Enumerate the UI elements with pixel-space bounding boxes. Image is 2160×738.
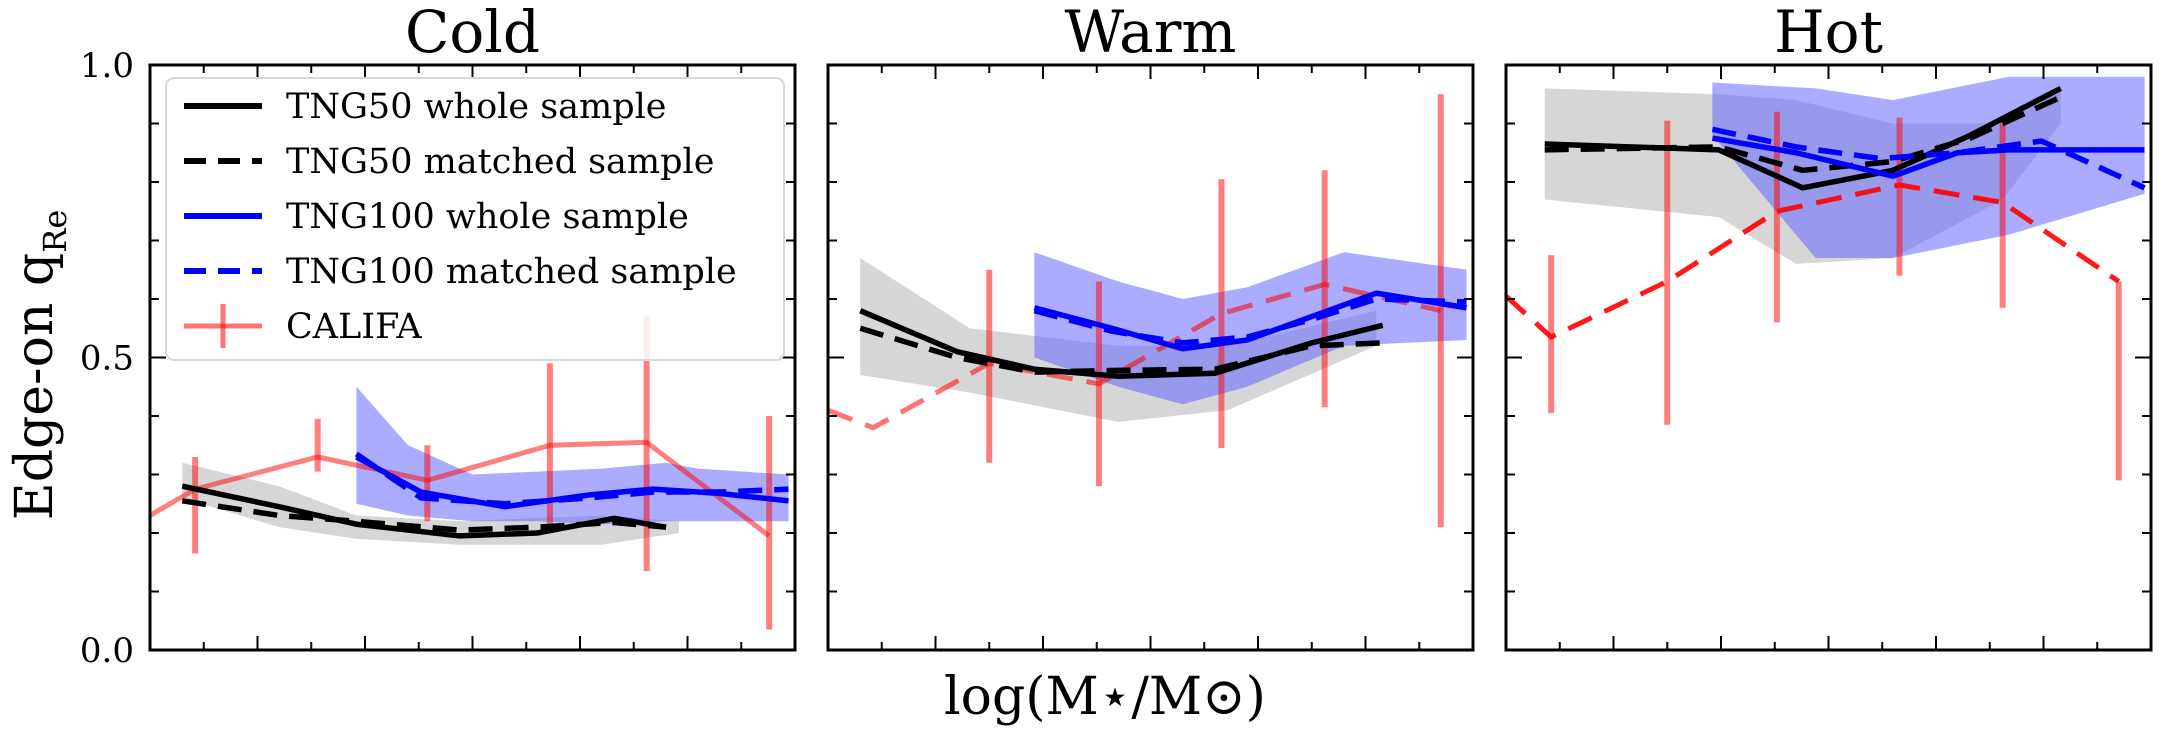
legend-label: TNG100 matched sample bbox=[286, 252, 737, 292]
y-axis-label: Edge-on qRe bbox=[5, 210, 74, 521]
legend-label: TNG50 whole sample bbox=[286, 87, 667, 127]
panel-cold-tng50-whole-line bbox=[181, 483, 667, 539]
panel-hot: Hot bbox=[1504, 0, 2153, 652]
y-axis-label-subscript: Re bbox=[36, 210, 74, 253]
panel-cold-tng50-matched-line bbox=[181, 498, 667, 533]
panel-hot-plot-area bbox=[1506, 76, 2146, 481]
panel-warm-tng100-matched-line bbox=[1033, 296, 1467, 346]
panel-warm-ticks bbox=[828, 64, 1473, 650]
panel-warm-tng50-whole-line bbox=[859, 308, 1384, 379]
legend: TNG50 whole sample TNG50 matched sample TN… bbox=[165, 77, 785, 361]
y-tick-label: 1.0 bbox=[80, 46, 134, 86]
panel-cold: 0.0 0.5 1.0 Cold bbox=[80, 0, 797, 671]
panel-hot-tng100-band bbox=[1712, 76, 2145, 259]
panel-warm-tng50-matched-line bbox=[859, 325, 1383, 375]
panel-warm-tng100-whole-line bbox=[1033, 290, 1467, 352]
panel-hot-tng100-whole-line bbox=[1711, 135, 2145, 179]
panel-cold-plot-area bbox=[150, 316, 789, 630]
panel-cold-tng100-matched-line bbox=[354, 451, 789, 507]
panel-warm: Warm bbox=[826, 0, 1475, 652]
panel-hot-title: Hot bbox=[1774, 0, 1883, 66]
legend-label: TNG100 whole sample bbox=[286, 197, 689, 237]
legend-label: CALIFA bbox=[286, 307, 422, 347]
panel-warm-plot-area bbox=[828, 94, 1467, 528]
panel-hot-ticks bbox=[1506, 64, 2151, 650]
legend-label: TNG50 matched sample bbox=[286, 142, 714, 182]
legend-frame bbox=[165, 77, 785, 361]
panel-cold-title: Cold bbox=[405, 0, 540, 66]
panel-warm-title: Warm bbox=[1065, 0, 1237, 66]
y-tick-label: 0.0 bbox=[80, 631, 134, 671]
x-axis-label: log(M⋆/M⊙) bbox=[944, 667, 1266, 727]
panel-cold-ticks bbox=[150, 64, 795, 650]
y-tick-label: 0.5 bbox=[80, 339, 134, 379]
